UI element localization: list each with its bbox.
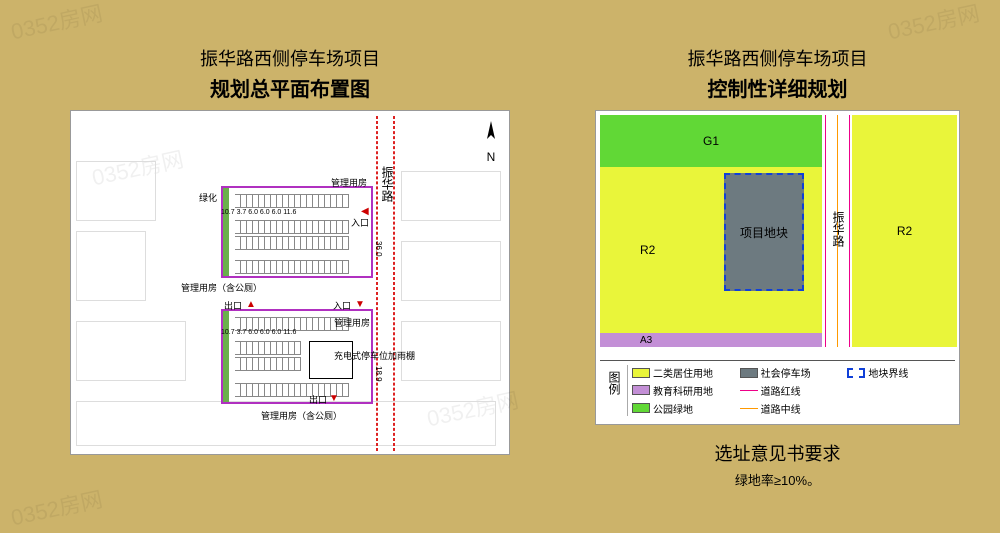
entrance-2: 入口: [333, 299, 351, 312]
exit-1: 出口: [224, 299, 242, 312]
left-title-1: 振华路西侧停车场项目: [70, 45, 510, 71]
legend-item: 公园绿地: [632, 400, 738, 416]
exit-2: 出口: [309, 393, 327, 406]
mgmt-label-2: 管理用房: [334, 316, 370, 329]
footer-title: 选址意见书要求: [595, 440, 960, 466]
right-title-1: 振华路西侧停车场项目: [595, 45, 960, 71]
legend-item: 社会停车场: [740, 365, 846, 381]
site-plan-panel: 0352房网 0352房网 N 振华路 绿化 管理用房 10.7 3.7 6.0…: [70, 110, 510, 455]
road-name-right: 振华路: [830, 211, 847, 247]
legend: 图例 二类居住用地 社会停车场 地块界线 教育科研用地 道路红线 公园绿地 道路…: [600, 360, 955, 420]
right-title-block: 振华路西侧停车场项目 控制性详细规划: [595, 45, 960, 102]
zone-r2-right-label: R2: [897, 224, 912, 238]
legend-grid: 二类居住用地 社会停车场 地块界线 教育科研用地 道路红线 公园绿地 道路中线: [628, 365, 953, 416]
legend-item: 地块界线: [847, 365, 953, 381]
legend-item: 道路红线: [740, 383, 846, 399]
entrance-arrow-2: ▼: [355, 299, 365, 310]
footer-line: 绿地率≥10%。: [595, 470, 960, 489]
dims-row-2: 10.7 3.7 6.0 6.0 6.0 11.6: [221, 329, 296, 336]
upper-lot: [221, 186, 373, 278]
exit-arrow-2: ▼: [329, 393, 339, 404]
exit-arrow-1: ▲: [246, 299, 256, 310]
left-title-block: 振华路西侧停车场项目 规划总平面布置图: [70, 45, 510, 102]
mgmt-wc-2: 管理用房（含公厕）: [261, 409, 342, 422]
watermark: 0352房网: [8, 0, 106, 46]
zone-site: 项目地块: [724, 173, 804, 291]
dim-h: 18.9: [374, 366, 383, 382]
legend-title: 图例: [602, 365, 628, 416]
greening-label: 绿化: [199, 191, 217, 204]
dim-w: 36.0: [374, 241, 383, 257]
compass-label: N: [483, 150, 499, 164]
zone-r2-left-label: R2: [640, 243, 655, 257]
charging-label: 充电式停车位加雨棚: [334, 349, 415, 362]
watermark: 0352房网: [885, 0, 983, 46]
zone-g1-label: G1: [703, 134, 719, 148]
watermark: 0352房网: [8, 482, 106, 533]
road-name-left: 振华路: [379, 166, 396, 202]
footer-block: 选址意见书要求 绿地率≥10%。: [595, 440, 960, 489]
zone-g1: G1: [600, 115, 822, 167]
left-title-2: 规划总平面布置图: [70, 73, 510, 102]
mgmt-label-1: 管理用房: [331, 176, 367, 189]
right-title-2: 控制性详细规划: [595, 73, 960, 102]
zoning-panel: 0352房网 G1 R2 R2 A3 振华路 项目地块 图例 二类居住用地 社会…: [595, 110, 960, 425]
legend-item: 教育科研用地: [632, 383, 738, 399]
legend-item: 道路中线: [740, 400, 846, 416]
compass: N: [483, 119, 499, 164]
zone-a3: A3: [600, 333, 822, 347]
entrance-1: 入口: [351, 216, 369, 229]
mgmt-wc-1: 管理用房（含公厕）: [181, 281, 262, 294]
legend-item: 二类居住用地: [632, 365, 738, 381]
dims-row: 10.7 3.7 6.0 6.0 6.0 11.6: [221, 209, 296, 216]
zone-r2-right: R2: [852, 115, 957, 347]
zone-a3-label: A3: [640, 335, 652, 346]
zone-site-label: 项目地块: [740, 224, 788, 241]
